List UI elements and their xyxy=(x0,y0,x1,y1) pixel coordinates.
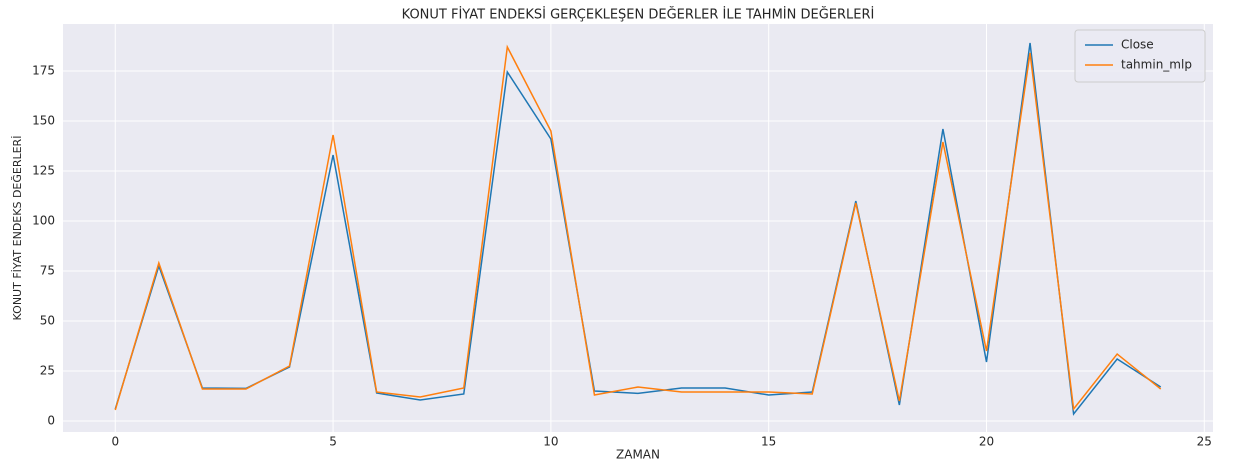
y-tick-label: 75 xyxy=(40,264,55,278)
chart-title: KONUT FİYAT ENDEKSİ GERÇEKLEŞEN DEĞERLER… xyxy=(402,7,875,23)
y-tick-label: 125 xyxy=(32,164,55,178)
y-axis-label: KONUT FİYAT ENDEKS DEĞERLERİ xyxy=(11,136,24,321)
y-tick-label: 25 xyxy=(40,364,55,378)
y-tick-label: 175 xyxy=(32,64,55,78)
series-line xyxy=(114,44,1162,411)
y-tick-label: 0 xyxy=(47,414,55,428)
x-tick-label: 20 xyxy=(979,435,994,449)
x-tick-label: 15 xyxy=(761,435,776,449)
legend-box xyxy=(1074,29,1206,83)
y-tick-label: 100 xyxy=(32,214,55,228)
x-tick-label: 25 xyxy=(1197,435,1212,449)
legend-label: tahmin_mlp xyxy=(1121,58,1192,72)
y-tick-label: 150 xyxy=(32,114,55,128)
y-tick-label: 50 xyxy=(40,314,55,328)
legend-label: Close xyxy=(1121,38,1154,52)
x-axis-label: ZAMAN xyxy=(616,448,660,462)
series-line xyxy=(114,42,1162,416)
x-tick-label: 10 xyxy=(543,435,558,449)
x-tick-label: 5 xyxy=(329,435,337,449)
x-tick-label: 0 xyxy=(111,435,119,449)
plot-area xyxy=(63,24,1213,432)
